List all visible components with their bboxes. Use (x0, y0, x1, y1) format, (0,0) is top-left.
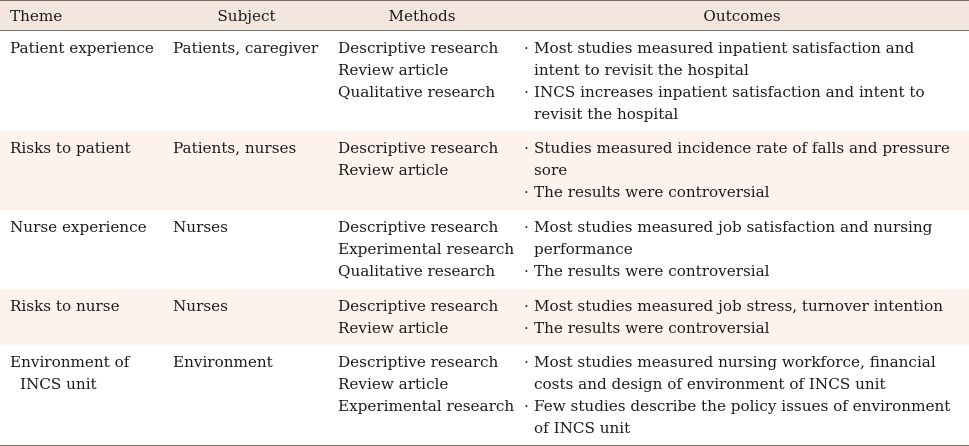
theme-text: Nurse experience (10, 218, 147, 236)
outcome-text: The results were controversial (534, 262, 770, 280)
theme-cell: Patient experience (0, 31, 164, 132)
theme-text: Risks to patient (10, 139, 131, 157)
bullet-dot: · (524, 83, 529, 101)
method-item: Qualitative research (338, 83, 496, 101)
theme-text: Patient experience (10, 39, 154, 57)
outcome-item: · The results were controversial (524, 317, 963, 339)
outcomes-cell: · Most studies measured job satisfaction… (515, 210, 969, 289)
outcomes-cell: · Most studies measured nursing workforc… (515, 345, 969, 446)
methods-cell: Descriptive research Review article Expe… (329, 345, 515, 446)
theme-cell: Nurse experience (0, 210, 164, 289)
method-item: Review article (338, 161, 449, 179)
outcome-item: · Most studies measured inpatient satisf… (524, 37, 963, 81)
theme-text: Risks to nurse (10, 297, 120, 315)
outcome-text: INCS increases inpatient satisfaction an… (534, 83, 925, 123)
method-item: Descriptive research (338, 39, 499, 57)
bullet-dot: · (524, 218, 529, 236)
method-item: Review article (338, 319, 449, 337)
outcome-text: Most studies measured nursing workforce,… (534, 353, 936, 393)
method-item: Review article (338, 61, 449, 79)
bullet-dot: · (524, 39, 529, 57)
theme-cell: Risks to patient (0, 131, 164, 210)
outcome-text: Most studies measured job satisfaction a… (534, 218, 933, 258)
methods-cell: Descriptive research Experimental resear… (329, 210, 515, 289)
bullet-dot: · (524, 353, 529, 371)
theme-cell: Environment of INCS unit (0, 345, 164, 446)
subject-cell: Environment (164, 345, 329, 446)
bullet-dot: · (524, 262, 529, 280)
outcome-item: · Most studies measured nursing workforc… (524, 351, 963, 395)
bullet-dot: · (524, 297, 529, 315)
outcome-item: · Most studies measured job satisfaction… (524, 216, 963, 260)
table-header: Theme Subject Methods Outcomes (0, 0, 969, 31)
header-theme: Theme (0, 0, 164, 31)
table-row: Patient experience Patients, caregiver D… (0, 31, 969, 132)
outcome-item: · The results were controversial (524, 260, 963, 282)
bullet-dot: · (524, 397, 529, 415)
outcome-item: · Studies measured incidence rate of fal… (524, 137, 963, 181)
method-item: Descriptive research (338, 297, 499, 315)
theme-text: Environment of (10, 353, 130, 371)
outcomes-cell: · Most studies measured job stress, turn… (515, 289, 969, 345)
subject-cell: Nurses (173, 297, 228, 315)
outcome-text: Studies measured incidence rate of falls… (534, 139, 950, 179)
theme-text: INCS unit (20, 375, 97, 393)
method-item: Qualitative research (338, 262, 496, 280)
outcome-text: Most studies measured inpatient satisfac… (534, 39, 915, 79)
table-body: Patient experience Patients, caregiver D… (0, 31, 969, 446)
method-item: Descriptive research (338, 139, 499, 157)
method-item: Experimental research (338, 397, 515, 415)
table-row: Nurse experience Nurses Descriptive rese… (0, 210, 969, 289)
methods-cell: Descriptive research Review article (329, 289, 515, 345)
method-item: Experimental research (338, 240, 515, 258)
bullet-dot: · (524, 139, 529, 157)
header-row: Theme Subject Methods Outcomes (0, 0, 969, 31)
outcomes-cell: · Most studies measured inpatient satisf… (515, 31, 969, 132)
outcomes-cell: · Studies measured incidence rate of fal… (515, 131, 969, 210)
bullet-dot: · (524, 183, 529, 201)
methods-cell: Descriptive research Review article (329, 131, 515, 210)
outcome-text: The results were controversial (534, 183, 770, 201)
outcome-item: · Most studies measured job stress, turn… (524, 295, 963, 317)
header-subject: Subject (164, 0, 329, 31)
bullet-dot: · (524, 319, 529, 337)
method-item: Descriptive research (338, 218, 499, 236)
header-methods: Methods (329, 0, 515, 31)
theme-cell: Risks to nurse (0, 289, 164, 345)
table-row: Risks to patient Patients, nurses Descri… (0, 131, 969, 210)
outcome-item: · Few studies describe the policy issues… (524, 395, 963, 439)
header-outcomes: Outcomes (515, 0, 969, 31)
table-row: Environment of INCS unit Environment Des… (0, 345, 969, 446)
subject-cell: Nurses (173, 218, 228, 236)
outcome-item: · The results were controversial (524, 181, 963, 203)
outcome-text: Few studies describe the policy issues o… (534, 397, 951, 437)
method-item: Review article (338, 375, 449, 393)
outcome-text: The results were controversial (534, 319, 770, 337)
subject-cell: Patients, caregiver (173, 39, 319, 57)
method-item: Descriptive research (338, 353, 499, 371)
table-row: Risks to nurse Nurses Descriptive resear… (0, 289, 969, 345)
subject-cell: Patients, nurses (173, 139, 297, 157)
methods-cell: Descriptive research Review article Qual… (329, 31, 515, 132)
outcome-item: · INCS increases inpatient satisfaction … (524, 81, 963, 125)
outcome-text: Most studies measured job stress, turnov… (534, 297, 944, 315)
